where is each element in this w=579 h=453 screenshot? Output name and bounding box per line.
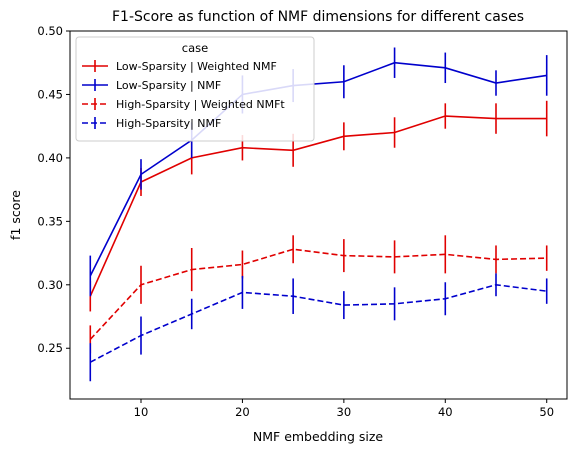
series-2 [89, 47, 548, 297]
legend-title: case [182, 41, 208, 55]
series-1 [89, 100, 548, 312]
y-tick-label: 0.45 [37, 87, 63, 101]
x-tick-label: 40 [438, 405, 453, 419]
series-3 [89, 235, 548, 354]
series-line [89, 248, 547, 340]
y-tick-label: 0.50 [37, 24, 63, 38]
x-axis-label: NMF embedding size [253, 429, 384, 444]
legend-label: High-Sparsity | Weighted NMFt [116, 98, 285, 111]
y-tick-label: 0.30 [37, 278, 63, 292]
chart-title: F1-Score as function of NMF dimensions f… [112, 9, 524, 25]
legend-label: High-Sparsity| NMF [116, 117, 221, 130]
x-axis-ticks: 10 20 30 40 50 [134, 399, 554, 419]
legend-entry: High-Sparsity | Weighted NMFt [82, 98, 285, 111]
series-line [89, 283, 547, 363]
legend-label: Low-Sparsity | Weighted NMF [116, 60, 277, 73]
legend-entry: Low-Sparsity | NMF [82, 79, 221, 92]
x-tick-label: 10 [134, 405, 149, 419]
x-tick-label: 50 [539, 405, 554, 419]
series-line [89, 115, 547, 297]
y-tick-label: 0.40 [37, 151, 63, 165]
legend: case Low-Sparsity | Weighted NMFLow-Spar… [75, 36, 315, 142]
series-layer [89, 47, 548, 382]
series-4 [89, 273, 548, 382]
y-tick-label: 0.35 [37, 214, 63, 228]
y-tick-label: 0.25 [37, 341, 63, 355]
legend-label: Low-Sparsity | NMF [116, 79, 221, 92]
plot-frame [69, 30, 568, 400]
y-axis-ticks: 0.25 0.30 0.35 0.40 0.45 0.50 [37, 24, 70, 355]
x-tick-label: 20 [235, 405, 250, 419]
legend-box [75, 36, 315, 142]
y-axis-label: f1 score [8, 190, 23, 240]
series-line [89, 61, 547, 277]
x-tick-label: 30 [337, 405, 352, 419]
legend-entries: Low-Sparsity | Weighted NMF Low-Sparsity … [82, 60, 285, 130]
legend-entry: Low-Sparsity | Weighted NMF [82, 60, 277, 73]
legend-entry: High-Sparsity| NMF [82, 117, 221, 130]
